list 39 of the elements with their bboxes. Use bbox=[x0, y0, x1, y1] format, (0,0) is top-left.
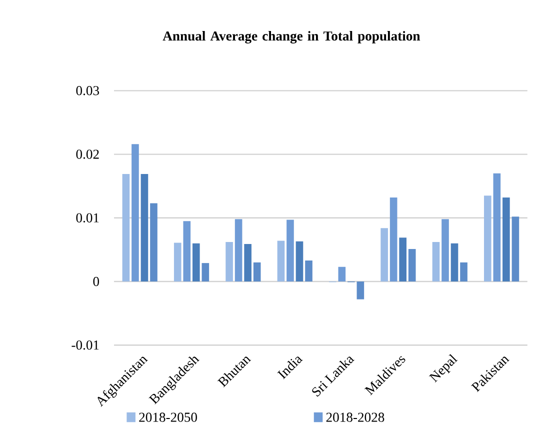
bar bbox=[399, 238, 406, 282]
bar bbox=[390, 198, 398, 282]
bar bbox=[234, 219, 242, 282]
y-tick-label: 0 bbox=[93, 277, 100, 286]
bar bbox=[244, 244, 252, 282]
x-tick-label: India bbox=[277, 356, 303, 380]
bar bbox=[253, 262, 261, 282]
bar bbox=[380, 228, 388, 282]
bar bbox=[296, 242, 304, 282]
bar bbox=[408, 249, 416, 282]
legend-label: 2018-2050 bbox=[139, 412, 197, 422]
bar bbox=[338, 267, 346, 282]
bar bbox=[202, 263, 210, 282]
chart-title: Annual Average change in Total population bbox=[162, 31, 420, 44]
y-tick-label: 0.02 bbox=[76, 150, 99, 160]
y-tick-label: 0.01 bbox=[76, 213, 99, 223]
y-tick-label: 0.03 bbox=[76, 86, 100, 96]
bar bbox=[493, 174, 501, 282]
bar bbox=[277, 240, 285, 282]
bar bbox=[442, 219, 449, 282]
legend-label: 2018-2028 bbox=[326, 412, 384, 422]
bar bbox=[150, 203, 158, 282]
bar bbox=[192, 244, 200, 282]
bar bbox=[305, 260, 312, 282]
bar bbox=[502, 198, 510, 282]
bar bbox=[132, 144, 139, 282]
bar bbox=[140, 174, 148, 282]
bar bbox=[432, 242, 440, 282]
bar bbox=[183, 221, 191, 282]
bar bbox=[174, 242, 182, 282]
bar bbox=[286, 220, 294, 282]
bar bbox=[356, 282, 364, 300]
bar bbox=[226, 242, 233, 282]
bar bbox=[122, 174, 130, 282]
y-tick-label: -0.01 bbox=[72, 340, 99, 350]
bar bbox=[512, 216, 520, 282]
bar bbox=[450, 244, 458, 282]
bar bbox=[484, 196, 492, 282]
bar bbox=[460, 262, 468, 282]
